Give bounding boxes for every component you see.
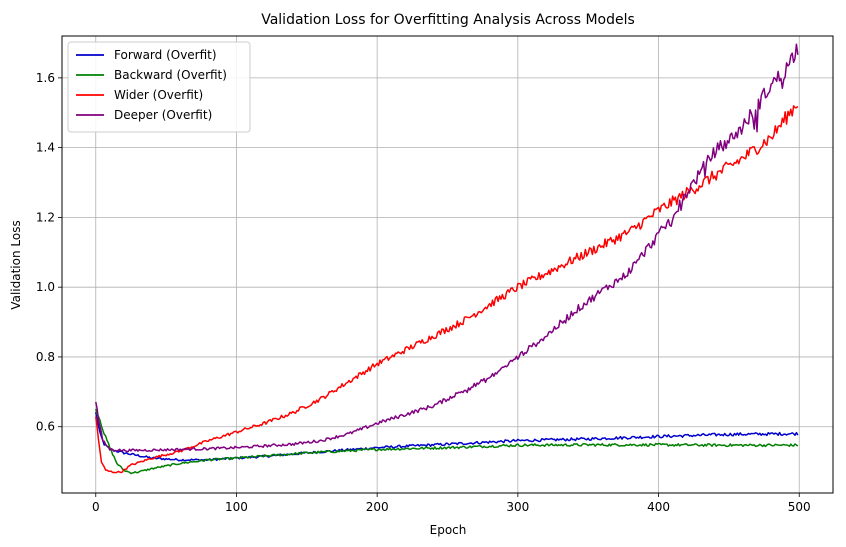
x-tick-label: 500 [788,500,811,514]
y-axis-label: Validation Loss [9,220,23,309]
x-tick-label: 300 [506,500,529,514]
y-tick-label: 1.6 [36,71,55,85]
x-axis-ticks: 0 100 200 300 400 500 [92,493,811,514]
y-tick-label: 0.6 [36,420,55,434]
x-tick-label: 0 [92,500,100,514]
series-line [95,43,799,453]
legend-label: Forward (Overfit) [114,48,217,62]
legend-label: Backward (Overfit) [114,68,227,82]
series-line [95,412,799,462]
x-tick-label: 400 [647,500,670,514]
x-tick-label: 200 [366,500,389,514]
legend-label: Deeper (Overfit) [114,108,212,122]
series-line [95,105,799,474]
legend-label: Wider (Overfit) [114,88,203,102]
x-tick-label: 100 [225,500,248,514]
x-axis-label: Epoch [430,523,467,537]
y-tick-label: 1.4 [36,141,55,155]
y-tick-label: 1.2 [36,210,55,224]
legend: Forward (Overfit) Backward (Overfit) Wider… [67,41,251,133]
series-line [95,408,799,475]
legend-box [67,41,251,133]
y-axis-ticks: 0.6 0.8 1.0 1.2 1.4 1.6 [36,71,62,434]
plot-frame [61,35,834,494]
chart-title: Validation Loss for Overfitting Analysis… [261,12,635,28]
y-tick-label: 1.0 [36,280,55,294]
y-tick-label: 0.8 [36,350,55,364]
series-layer [95,43,799,475]
